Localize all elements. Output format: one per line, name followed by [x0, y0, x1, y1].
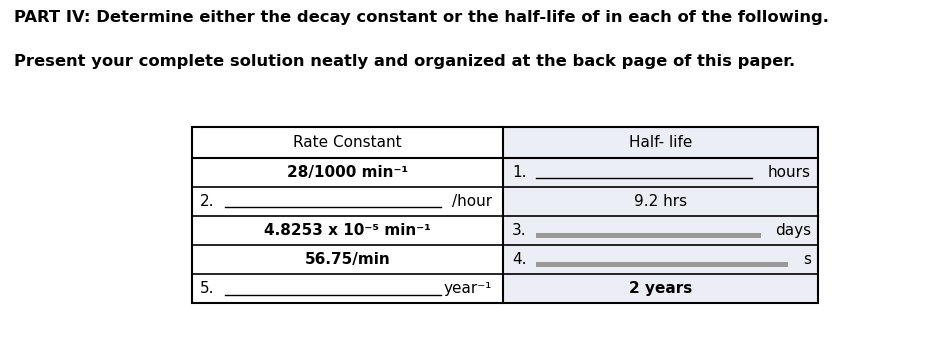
Text: Half- life: Half- life	[629, 135, 692, 150]
Text: year⁻¹: year⁻¹	[444, 281, 492, 296]
Bar	[536, 233, 762, 238]
Text: 1.: 1.	[512, 165, 527, 180]
Text: /hour: /hour	[452, 194, 492, 209]
Bar	[191, 127, 818, 304]
Text: 4.: 4.	[512, 252, 527, 267]
Text: hours: hours	[768, 165, 811, 180]
Text: PART IV: Determine either the decay constant or the half-life of in each of the : PART IV: Determine either the decay cons…	[14, 10, 829, 25]
Bar	[503, 127, 818, 304]
Text: 2.: 2.	[201, 194, 215, 209]
Text: Present your complete solution neatly and organized at the back page of this pap: Present your complete solution neatly an…	[14, 54, 796, 69]
Text: 2 years: 2 years	[629, 281, 692, 296]
Text: 56.75/min: 56.75/min	[305, 252, 391, 267]
Text: 9.2 hrs: 9.2 hrs	[634, 194, 688, 209]
Text: s: s	[803, 252, 811, 267]
Text: Rate Constant: Rate Constant	[293, 135, 402, 150]
Text: 28/1000 min⁻¹: 28/1000 min⁻¹	[287, 165, 408, 180]
Text: 4.8253 x 10⁻⁵ min⁻¹: 4.8253 x 10⁻⁵ min⁻¹	[264, 223, 430, 238]
Text: days: days	[775, 223, 811, 238]
Text: 3.: 3.	[512, 223, 527, 238]
Bar	[536, 262, 788, 267]
Bar	[191, 127, 503, 304]
Text: 5.: 5.	[201, 281, 215, 296]
